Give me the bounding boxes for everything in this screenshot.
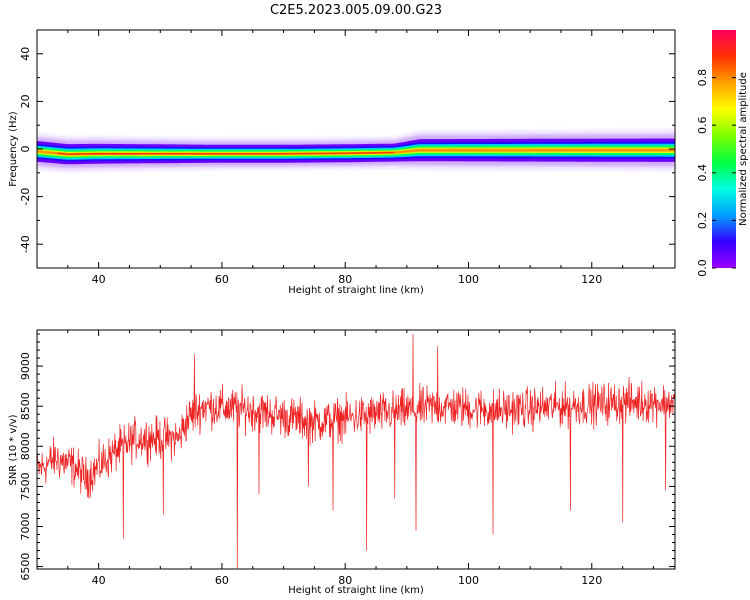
spectrogram-panel: 40 60 80 100 120 -40 -20 0 20 40 Height of straig…	[8, 29, 676, 296]
spectrogram-ytick-label: 40	[19, 47, 32, 61]
spectrogram-xlabel: Height of straight line (km)	[288, 285, 424, 296]
snr-xlabel: Height of straight line (km)	[288, 585, 424, 596]
spectrogram-heatmap	[37, 129, 675, 173]
spectrogram-xtick-label: 80	[338, 273, 352, 286]
colorbar-tick-label: 0.2	[696, 212, 709, 230]
snr-xtick-label: 40	[92, 574, 106, 587]
spectrogram-xtick-label: 100	[458, 273, 479, 286]
colorbar-tick-label: 0.6	[696, 116, 709, 134]
snr-frame	[36, 329, 676, 570]
colorbar-bar	[712, 30, 736, 268]
colorbar-tick-label: 0.0	[696, 259, 709, 277]
snr-panel: 40 60 80 100 120 6500 7000 7500 8000 8500 9000 Hei…	[8, 329, 676, 596]
colorbar: 0.0 0.2 0.4 0.6 0.8 Normalized spectral ampl…	[696, 30, 749, 277]
spectrogram-ytick-label: 0	[19, 146, 32, 153]
figure-title: C2E5.2023.005.09.00.G23	[270, 3, 442, 18]
colorbar-label: Normalized spectral amplitude	[738, 72, 749, 226]
snr-ytick-label: 7000	[19, 512, 32, 540]
snr-ytick-label: 9000	[19, 352, 32, 380]
spectrogram-ytick-label: -20	[19, 188, 32, 206]
snr-xtick-label: 80	[338, 574, 352, 587]
spectrogram-xtick-label: 120	[581, 273, 602, 286]
spectrogram-ridge	[57, 151, 394, 155]
snr-series-line	[37, 333, 675, 569]
colorbar-tick-label: 0.8	[696, 69, 709, 87]
spectrogram-ylabel: Frequency (Hz)	[8, 111, 19, 187]
snr-ytick-label: 7500	[19, 472, 32, 500]
snr-xtick-label: 60	[215, 574, 229, 587]
spectrogram-ytick-label: -40	[19, 235, 32, 253]
snr-ytick-label: 6500	[19, 553, 32, 581]
snr-ytick-label: 8000	[19, 432, 32, 460]
snr-ylabel: SNR (10 * v/v)	[8, 414, 19, 485]
snr-xtick-label: 100	[458, 574, 479, 587]
snr-xtick-label: 120	[581, 574, 602, 587]
snr-ytick-label: 8500	[19, 392, 32, 420]
colorbar-ticks: 0.0 0.2 0.4 0.6 0.8	[696, 69, 736, 277]
spectrogram-xtick-label: 40	[92, 273, 106, 286]
colorbar-tick-label: 0.4	[696, 164, 709, 182]
snr-ticks: 40 60 80 100 120 6500 7000 7500 8000 8500 9000	[19, 330, 675, 587]
spectrogram-ytick-label: 20	[19, 94, 32, 108]
spectrogram-xtick-label: 60	[215, 273, 229, 286]
spectrogram-ticks: 40 60 80 100 120 -40 -20 0 20 40	[19, 29, 675, 286]
